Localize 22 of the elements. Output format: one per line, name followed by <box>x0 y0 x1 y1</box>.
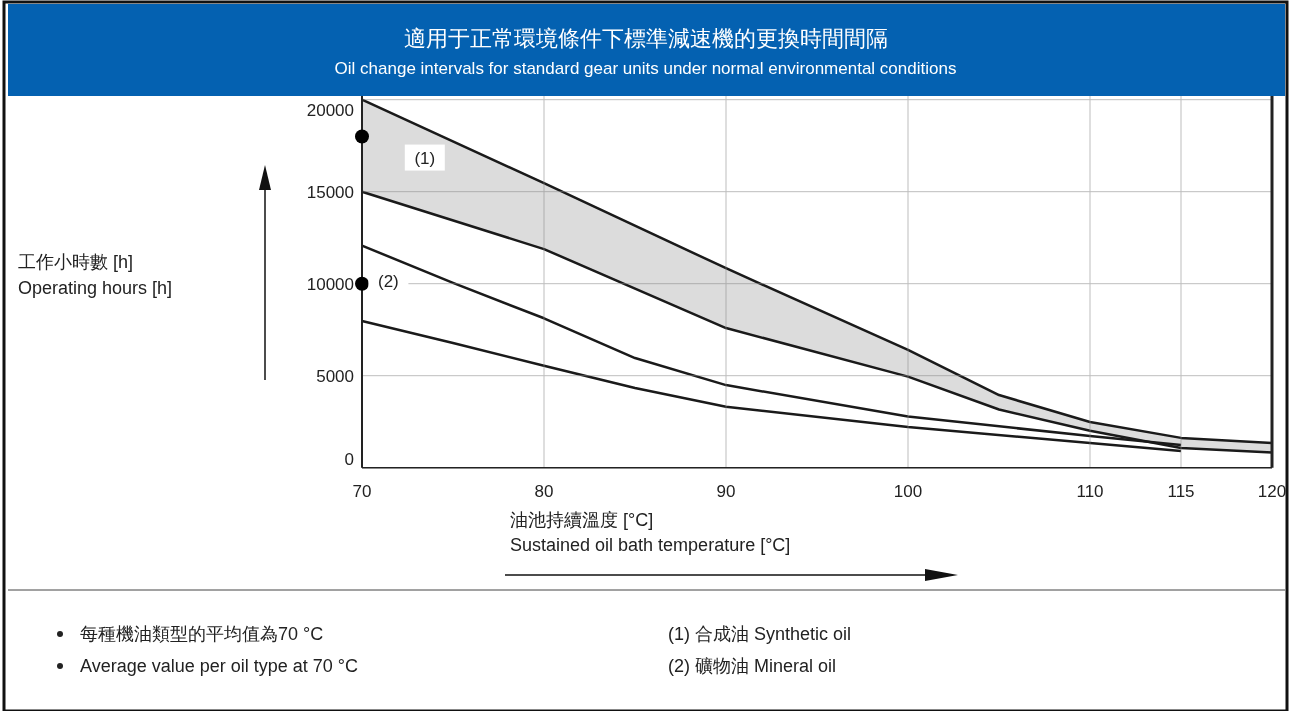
text: (1) 合成油 Synthetic oil <box>668 624 852 644</box>
text: Average value per oil type at 70 °C <box>80 656 359 676</box>
y-tick-label: 0 <box>344 449 354 469</box>
text: 每種機油類型的平均值為70 °C <box>80 624 324 644</box>
text: 工作小時數 [h] Operating hours [h] <box>18 252 173 298</box>
series-label: (1) <box>414 148 436 168</box>
y-tick-label: 15000 <box>306 182 354 202</box>
chart-title: 適用于正常環境條件下標準減速機的更換時間間隔 <box>403 26 888 51</box>
x-tick-label: 100 <box>893 482 923 501</box>
x-tick-label: 120 <box>1257 482 1287 501</box>
y-tick-label: 5000 <box>316 366 354 386</box>
x-tick-label: 115 <box>1167 482 1195 501</box>
x-tick-label: 70 <box>352 482 372 501</box>
x-axis-title: 油池持續溫度 [°C] Sustained oil bath temperature [°C] <box>510 510 791 555</box>
y-tick-label: 20000 <box>306 101 354 120</box>
chart-subtitle: Oil change intervals for standard gear units under normal environmental conditions <box>334 59 957 78</box>
x-tick-label: 90 <box>716 482 736 501</box>
series-label: (2) <box>378 272 399 292</box>
y-tick-label: 10000 <box>306 274 354 294</box>
x-tick-label: 110 <box>1076 482 1104 501</box>
x-tick-label: 80 <box>534 482 554 501</box>
text: (2) 礦物油 Mineral oil <box>668 656 837 676</box>
